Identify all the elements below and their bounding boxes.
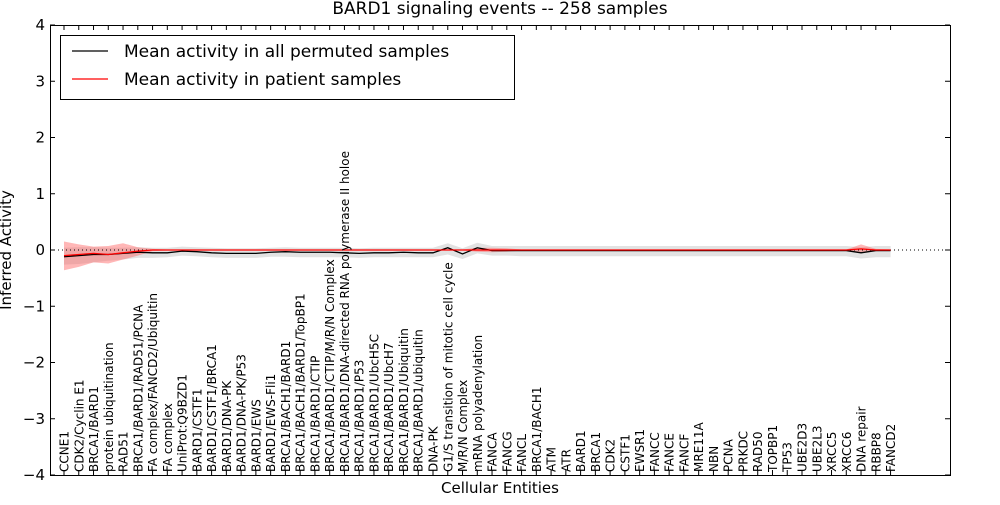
x-category-label: MRE11A <box>692 421 706 472</box>
x-category-label: FANCC <box>648 432 662 472</box>
x-category-label: BRCA1/BARD1 <box>87 386 101 472</box>
x-category-label: BRCA1/BARD1/Ubiquitin <box>397 328 411 472</box>
legend-label-patient: Mean activity in patient samples <box>124 70 401 90</box>
band-permuted <box>64 242 891 265</box>
x-category-label: DNA repair <box>855 406 869 472</box>
plot-area <box>50 241 950 271</box>
x-category-label: CDK2/Cyclin E1 <box>72 379 86 472</box>
x-category-label: XRCC6 <box>840 432 854 472</box>
x-category-label: BRCA1/BARD1/DNA-directed RNA polymerase … <box>338 151 352 472</box>
x-category-label: XRCC5 <box>825 432 839 472</box>
x-category-label: BRCA1 <box>589 432 603 472</box>
x-category-label: ATR <box>559 449 573 472</box>
x-category-label: BRCA1/BACH1/BARD1/TopBP1 <box>294 293 308 472</box>
x-category-label: CDK2 <box>604 439 618 472</box>
x-category-label: BARD1/CSTF1/BRCA1 <box>205 344 219 472</box>
y-tick-label: 1 <box>35 185 45 203</box>
x-category-label: UBE2L3 <box>810 425 824 472</box>
x-category-label: BRCA1/BARD1/UbcH5C <box>367 334 381 472</box>
x-category-label: CSTF1 <box>618 434 632 472</box>
x-category-label: BARD1/DNA-PK <box>220 380 234 472</box>
x-category-label: BRCA1/BARD1/CTIP/M/R/N Complex <box>323 259 337 472</box>
x-category-label: RBBP8 <box>869 432 883 472</box>
x-category-label: DNA-PK <box>427 425 441 472</box>
x-category-label: BRCA1/BARD1/ubiquitin <box>412 329 426 472</box>
x-category-label: PRKDC <box>736 431 750 472</box>
x-category-label: BRCA1/BARD1/P53 <box>353 360 367 472</box>
x-category-label: PCNA <box>722 438 736 472</box>
x-category-label: FA complex <box>161 403 175 472</box>
x-category-label: BARD1 <box>574 430 588 472</box>
x-category-label: BARD1/DNA-PK/P53 <box>235 354 249 472</box>
y-tick-label: −2 <box>23 354 45 372</box>
x-category-label: RAD51 <box>117 431 131 472</box>
y-tick-label: −3 <box>23 410 45 428</box>
x-category-label: RAD50 <box>751 431 765 472</box>
x-category-label: NBN <box>707 446 721 472</box>
x-category-label: CCNE1 <box>58 431 72 472</box>
legend: Mean activity in all permuted samples Me… <box>60 35 515 100</box>
x-category-label: protein ubiquitination <box>102 342 116 472</box>
x-category-label: ATM <box>545 447 559 472</box>
x-category-label: FANCD2 <box>884 424 898 472</box>
x-category-label: TP53 <box>781 442 795 473</box>
x-category-label: FANCF <box>677 434 691 472</box>
x-category-label: FANCA <box>486 432 500 472</box>
legend-box <box>60 35 515 100</box>
x-category-label: mRNA polyadenylation <box>471 335 485 472</box>
x-category-label: FANCG <box>500 431 514 472</box>
x-category-label: BRCA1/BARD1/UbcH7 <box>382 342 396 472</box>
x-category-label: BARD1/CSTF1 <box>190 388 204 472</box>
x-axis: CCNE1 CDK2/Cyclin E1 BRCA1/BARD1 protein ub… <box>58 25 898 475</box>
x-category-label: BRCA1/BARD1/RAD51/PCNA <box>131 304 145 472</box>
x-category-label: G1/S transition of mitotic cell cycle <box>441 262 455 472</box>
x-category-label: UBE2D3 <box>796 423 810 472</box>
x-category-label: BARD1/EWS <box>249 399 263 472</box>
x-category-label: EWSR1 <box>633 429 647 472</box>
x-axis-label: Cellular Entities <box>441 479 559 497</box>
x-category-label: TOPBP1 <box>766 425 780 473</box>
y-tick-label: −1 <box>23 297 45 315</box>
x-category-label: FA complex/FANCD2/Ubiquitin <box>146 293 160 472</box>
legend-label-permuted: Mean activity in all permuted samples <box>124 42 449 62</box>
chart-title: BARD1 signaling events -- 258 samples <box>332 0 667 19</box>
y-tick-label: 4 <box>35 16 45 34</box>
x-category-label: BRCA1/BACH1/BARD1 <box>279 341 293 472</box>
y-tick-label: 2 <box>35 129 45 147</box>
series-line-patient <box>63 248 891 257</box>
x-category-label: BRCA1/BACH1 <box>530 386 544 472</box>
x-category-label: FANCE <box>663 433 677 472</box>
y-axis: −4 −3 −2 −1 0 1 2 3 4 <box>23 16 950 484</box>
x-category-label: BARD1/EWS-Fli1 <box>264 374 278 472</box>
x-category-label: M/R/N Complex <box>456 380 470 472</box>
x-category-label: UniProt:Q9BZD1 <box>176 374 190 472</box>
x-category-label: FANCL <box>515 434 529 472</box>
x-category-label: BRCA1/BARD1/CTIP <box>308 356 322 472</box>
y-tick-label: −4 <box>23 466 45 484</box>
y-tick-label: 0 <box>35 241 45 259</box>
y-axis-label: Inferred Activity <box>0 190 15 310</box>
y-tick-label: 3 <box>35 72 45 90</box>
